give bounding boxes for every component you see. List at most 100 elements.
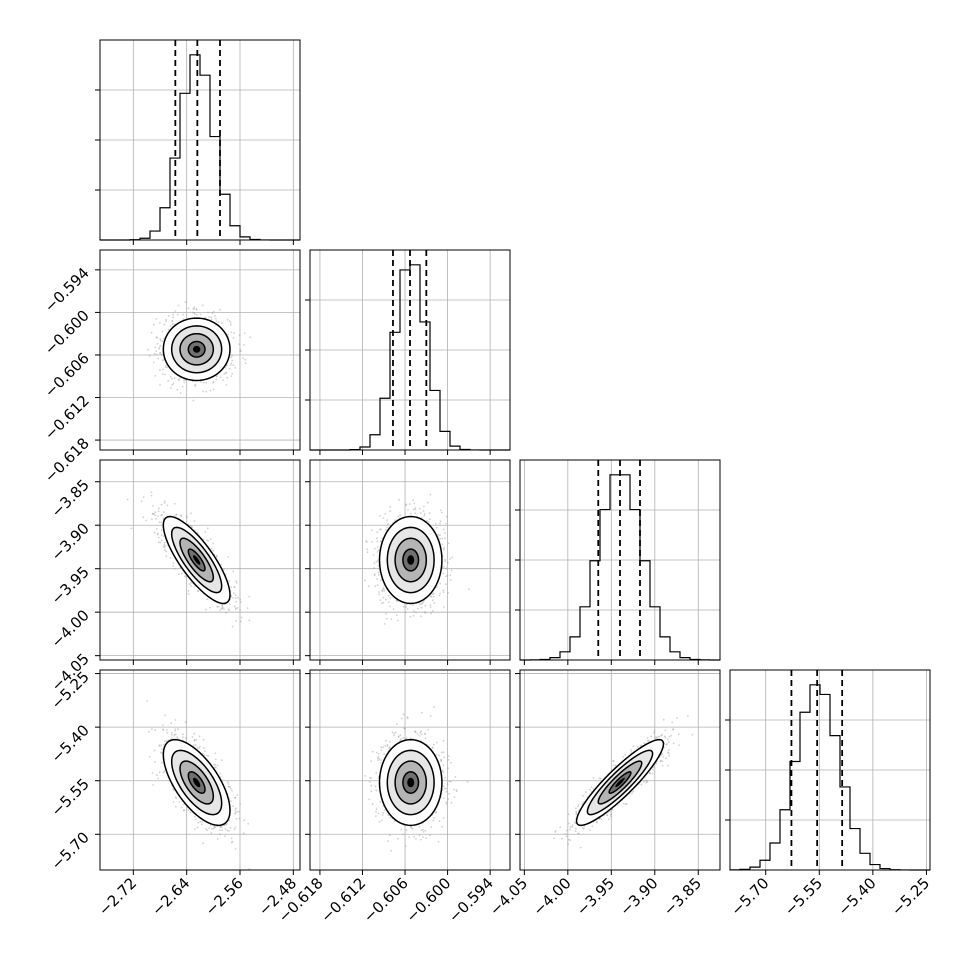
scatter-point — [430, 826, 433, 828]
scatter-point — [172, 313, 175, 316]
scatter-point — [182, 736, 184, 739]
scatter-point — [155, 318, 158, 320]
scatter-point — [377, 573, 380, 576]
scatter-point — [236, 794, 239, 796]
scatter-point — [382, 596, 385, 599]
scatter-point — [235, 818, 238, 820]
scatter-point — [160, 529, 163, 531]
scatter-point — [640, 783, 643, 786]
scatter-point — [230, 331, 233, 334]
scatter-point — [161, 340, 164, 343]
scatter-point — [205, 381, 208, 384]
scatter-point — [421, 602, 424, 605]
scatter-point — [187, 809, 190, 812]
scatter-point — [428, 512, 431, 515]
scatter-point — [639, 745, 642, 747]
scatter-point — [239, 348, 242, 351]
scatter-point — [157, 541, 160, 543]
scatter-point — [607, 818, 610, 821]
scatter-point — [376, 546, 379, 548]
scatter-point — [206, 527, 209, 530]
scatter-point — [389, 510, 391, 513]
scatter-point — [408, 503, 411, 505]
contour-2 — [586, 749, 654, 816]
scatter-point — [414, 507, 417, 509]
scatter-point — [198, 735, 201, 738]
scatter-point — [230, 841, 233, 844]
scatter-point — [648, 772, 651, 775]
scatter-point — [228, 580, 231, 582]
scatter-point — [158, 347, 161, 350]
scatter-point — [553, 837, 555, 839]
scatter-point — [187, 593, 190, 595]
scatter-point — [442, 739, 445, 742]
scatter-point — [610, 815, 612, 818]
scatter-point — [606, 814, 608, 816]
scatter-point — [238, 810, 241, 813]
scatter-point — [157, 510, 160, 513]
scatter-point — [447, 758, 450, 761]
scatter-point — [590, 786, 593, 788]
scatter-point — [162, 517, 165, 520]
density-peak — [193, 777, 201, 788]
scatter-point — [219, 826, 222, 829]
contour-0 — [187, 548, 206, 572]
scatter-point — [163, 543, 166, 546]
scatter-point — [449, 558, 451, 560]
scatter-point — [394, 519, 396, 522]
scatter-point — [662, 718, 665, 721]
scatter-point — [180, 515, 183, 517]
scatter-point — [607, 811, 609, 814]
panel-content-1-0 — [147, 301, 252, 402]
scatter-point — [166, 504, 169, 507]
panel-frame-2-0 — [99, 459, 301, 661]
scatter-point — [380, 602, 383, 605]
scatter-point — [226, 822, 229, 825]
scatter-point — [201, 304, 204, 307]
scatter-point — [166, 732, 169, 734]
scatter-point — [455, 790, 458, 793]
scatter-point — [375, 810, 377, 813]
scatter-point — [202, 390, 205, 393]
scatter-point — [165, 729, 168, 731]
scatter-point — [614, 764, 617, 767]
scatter-point — [233, 828, 236, 831]
scatter-point — [234, 367, 237, 369]
scatter-point — [158, 507, 160, 510]
scatter-point — [445, 787, 448, 790]
scatter-point — [612, 760, 615, 762]
scatter-point — [442, 764, 445, 767]
scatter-point — [169, 375, 172, 378]
scatter-point — [193, 815, 196, 818]
scatter-point — [229, 322, 232, 324]
scatter-point — [390, 849, 392, 852]
scatter-point — [210, 316, 213, 319]
scatter-point — [244, 358, 247, 361]
panel-frame-3-1 — [309, 669, 511, 871]
scatter-point — [397, 735, 400, 738]
scatter-point — [429, 834, 431, 837]
scatter-point — [687, 714, 689, 717]
scatter-point — [239, 609, 242, 611]
scatter-point — [397, 619, 399, 622]
scatter-point — [430, 595, 433, 598]
scatter-point — [423, 513, 426, 515]
scatter-point — [433, 602, 436, 604]
contour-1 — [597, 760, 643, 805]
scatter-point — [365, 540, 368, 543]
scatter-point — [575, 813, 578, 816]
scatter-point — [435, 523, 437, 526]
scatter-point — [377, 759, 379, 762]
scatter-point — [662, 756, 665, 758]
scatter-point — [383, 753, 386, 756]
scatter-point — [385, 598, 387, 601]
scatter-point — [403, 727, 405, 730]
x-tick-label-2-2: −3.95 — [573, 874, 618, 919]
scatter-point — [153, 513, 156, 515]
scatter-point — [625, 803, 628, 806]
scatter-point — [224, 372, 227, 374]
scatter-point — [152, 513, 154, 515]
scatter-point — [369, 776, 371, 779]
scatter-point — [193, 308, 196, 310]
scatter-point — [197, 589, 200, 592]
